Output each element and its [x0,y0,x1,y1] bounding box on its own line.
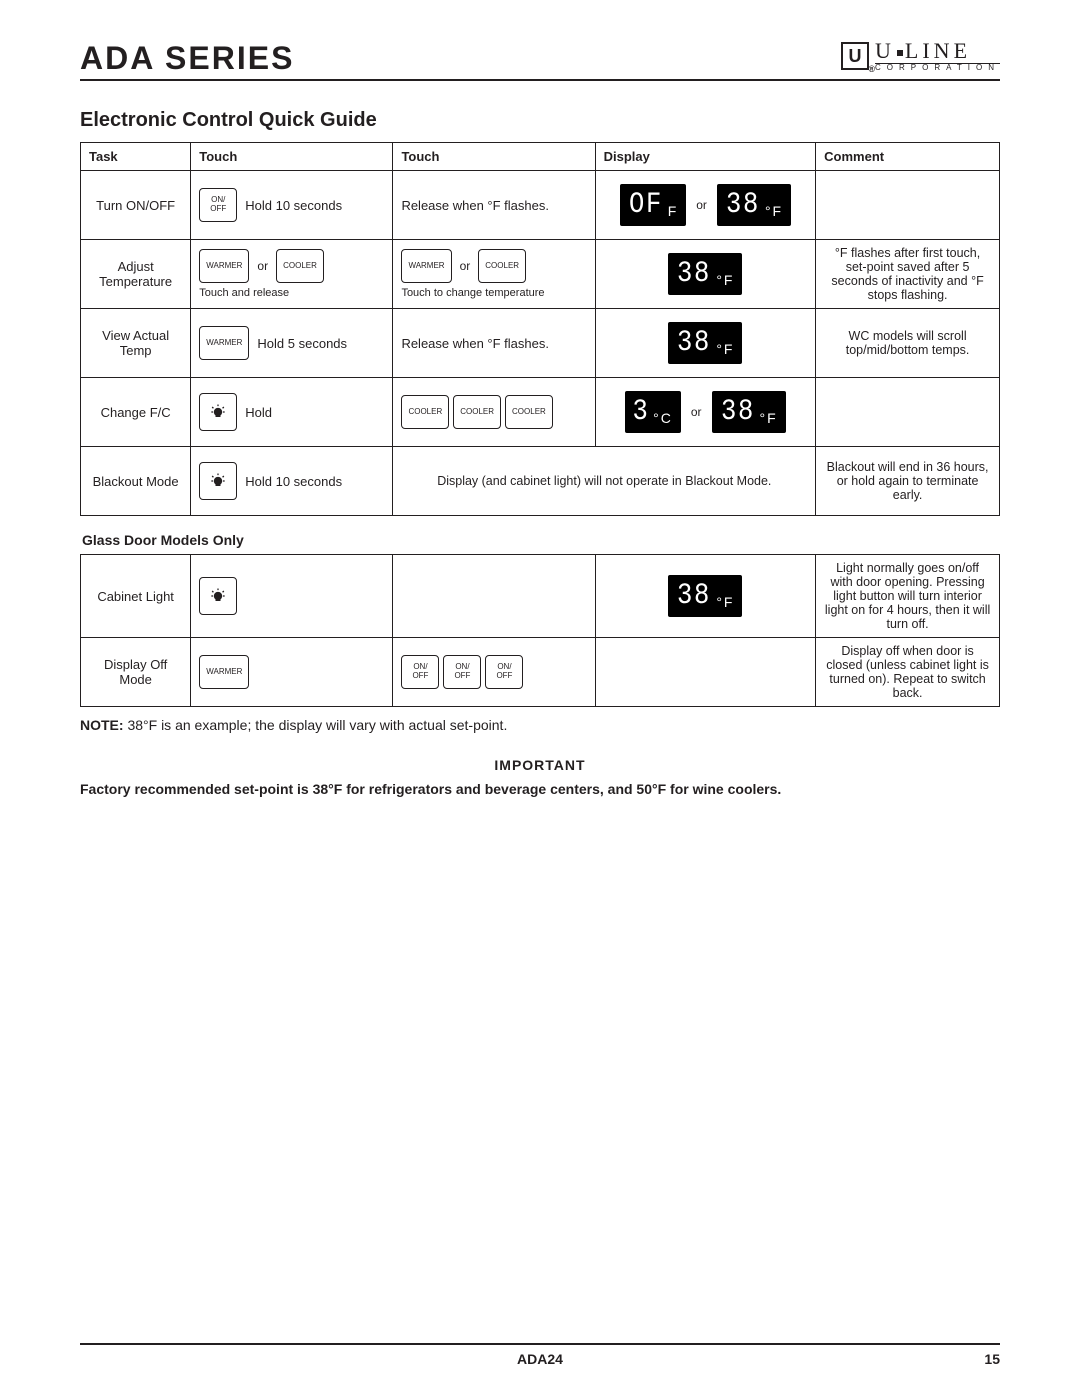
warmer-button-icon: WARMER [199,655,249,689]
note-text: NOTE: 38°F is an example; the display wi… [80,717,1000,733]
warmer-button-icon: WARMER [401,249,451,283]
task-cell: View Actual Temp [81,309,191,378]
col-task: Task [81,143,191,171]
seg-display: 38 °F [668,253,742,295]
comment-cell: °F flashes after first touch, set-point … [816,240,1000,309]
brand-subtitle: CORPORATION [875,64,1000,72]
comment-cell [816,378,1000,447]
cooler-button-icon: COOLER [453,395,501,429]
important-heading: IMPORTANT [80,757,1000,773]
quick-guide-table: Task Touch Touch Display Comment Turn ON… [80,142,1000,516]
col-touch2: Touch [393,143,595,171]
task-cell: Display Off Mode [81,638,191,707]
series-title: ADA SERIES [80,40,294,77]
table-row: Blackout Mode Hold 10 seconds Display (a… [81,447,1000,516]
touch-instruction: Hold 10 seconds [245,198,342,213]
seg-display: 3 °C [625,391,681,433]
brand-block: U ULINE CORPORATION [841,40,1000,72]
table-row: Cabinet Light 38 °F Light normally goe [81,555,1000,638]
cooler-button-icon: COOLER [478,249,526,283]
table-row: Turn ON/OFF ON/ OFF Hold 10 seconds Rele… [81,171,1000,240]
touch-instruction: Hold 10 seconds [245,474,342,489]
comment-cell: Blackout will end in 36 hours, or hold a… [816,447,1000,516]
touch2-cell: Release when °F flashes. [393,171,595,240]
brand-logo-icon: U [841,42,869,70]
seg-display: 38 °F [668,322,742,364]
col-display: Display [595,143,816,171]
warmer-button-icon: WARMER [199,326,249,360]
table-row: View Actual Temp WARMER Hold 5 seconds R… [81,309,1000,378]
display-group: OF F or 38 °F [620,184,791,226]
light-button-icon [199,462,237,500]
page: ADA SERIES U ULINE CORPORATION Electroni… [0,0,1080,1397]
touch-instruction: Hold 5 seconds [257,336,347,351]
seg-display: 38 °F [668,575,742,617]
col-touch1: Touch [191,143,393,171]
comment-cell: Light normally goes on/off with door ope… [816,555,1000,638]
touch-instruction: Hold [245,405,272,420]
footer-model: ADA24 [517,1351,563,1367]
touch-subtext: Touch to change temperature [401,287,544,299]
on-off-button-icon: ON/ OFF [199,188,237,222]
table-row: Display Off Mode WARMER ON/ OFF ON/ [81,638,1000,707]
table-row: Adjust Temperature WARMER or COOLER Touc… [81,240,1000,309]
comment-cell: WC models will scroll top/mid/bottom tem… [816,309,1000,378]
glass-door-label: Glass Door Models Only [82,532,1000,548]
task-cell: Adjust Temperature [81,240,191,309]
seg-display: 38 °F [712,391,786,433]
cooler-button-icon: COOLER [276,249,324,283]
glass-door-table: Cabinet Light 38 °F Light normally goe [80,554,1000,707]
cooler-button-icon: COOLER [401,395,449,429]
comment-cell: Display off when door is closed (unless … [816,638,1000,707]
brand-dot-icon [897,50,903,56]
on-off-button-icon: ON/ OFF [401,655,439,689]
light-button-icon [199,577,237,615]
light-button-icon [199,393,237,431]
on-off-button-icon: ON/ OFF [443,655,481,689]
touch2-cell: Release when °F flashes. [393,309,595,378]
task-cell: Cabinet Light [81,555,191,638]
task-cell: Blackout Mode [81,447,191,516]
task-cell: Turn ON/OFF [81,171,191,240]
brand-name: ULINE [875,40,1000,64]
cooler-button-icon: COOLER [505,395,553,429]
comment-cell [816,171,1000,240]
on-off-button-icon: ON/ OFF [485,655,523,689]
factory-recommendation: Factory recommended set-point is 38°F fo… [80,781,1000,797]
warmer-button-icon: WARMER [199,249,249,283]
section-subtitle: Electronic Control Quick Guide [80,109,1000,132]
col-comment: Comment [816,143,1000,171]
footer-page-number: 15 [984,1351,1000,1367]
touch-subtext: Touch and release [199,287,289,299]
table-row: Change F/C Hold COOLER COOLER COOLER [81,378,1000,447]
display-group: 3 °C or 38 °F [625,391,786,433]
brand-text: ULINE CORPORATION [875,40,1000,72]
page-header: ADA SERIES U ULINE CORPORATION [80,40,1000,81]
seg-display: 38 °F [717,184,791,226]
page-footer: ADA24 15 [80,1343,1000,1367]
seg-display: OF F [620,184,687,226]
task-cell: Change F/C [81,378,191,447]
blackout-note: Display (and cabinet light) will not ope… [393,447,816,516]
